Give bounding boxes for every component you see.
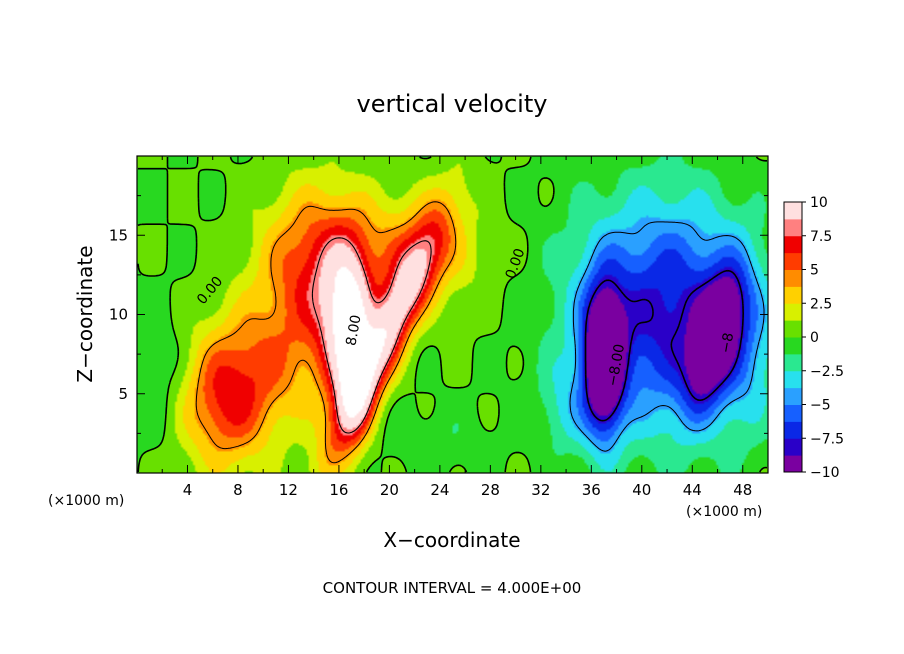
colorbar-swatch xyxy=(784,320,802,338)
contour-plus-8 xyxy=(311,237,432,434)
colorbar-swatch xyxy=(784,404,802,422)
colorbar-tick-label: −10 xyxy=(810,465,840,481)
contour-minus-8 xyxy=(584,269,744,422)
colorbar-swatch xyxy=(784,353,802,372)
colorbar-tick-label: 10 xyxy=(810,195,828,211)
chart-title: vertical velocity xyxy=(357,90,548,118)
contour-interval-footer: CONTOUR INTERVAL = 4.000E+00 xyxy=(323,579,582,597)
colorbar-tick-label: 2.5 xyxy=(810,296,832,312)
colorbar-swatch xyxy=(784,286,802,304)
colorbar-swatch xyxy=(784,269,802,287)
colorbar-swatch xyxy=(784,438,802,456)
colorbar-tick-label: −7.5 xyxy=(810,431,844,447)
y-axis-label: Z−coordinate xyxy=(73,245,97,382)
colorbar-swatch xyxy=(784,218,802,237)
contour-lines xyxy=(137,156,768,473)
x-tick-label: 32 xyxy=(531,481,550,499)
contour-plus-4 xyxy=(195,201,457,464)
x-tick-label: 44 xyxy=(683,481,702,499)
x-tick-label: 16 xyxy=(329,481,348,499)
x-tick-label: 12 xyxy=(279,481,298,499)
colorbar-swatch xyxy=(784,252,802,270)
x-tick-label: 24 xyxy=(430,481,449,499)
colorbar-swatch xyxy=(784,337,802,355)
heatmap-field xyxy=(137,156,768,473)
y-tick-label: 15 xyxy=(109,226,128,244)
y-tick-label: 5 xyxy=(118,385,128,403)
x-unit-right: (×1000 m) xyxy=(686,504,762,520)
contour-label: 8.00 xyxy=(343,314,364,347)
colorbar-tick-label: −2.5 xyxy=(810,364,844,380)
x-tick-label: 8 xyxy=(233,481,243,499)
x-axis-label: X−coordinate xyxy=(383,528,520,552)
contour-label: −8 xyxy=(718,331,737,354)
colorbar-tick-label: 0 xyxy=(810,330,819,346)
colorbar: 10 7.5 5 2.5 0 −2.5 −5 −7.5 −10 xyxy=(783,195,844,481)
colorbar-swatch xyxy=(784,235,802,254)
x-unit-left: (×1000 m) xyxy=(48,493,124,509)
y-axis-ticks: 5 10 15 xyxy=(109,195,768,434)
contour-label: −8.00 xyxy=(605,343,628,388)
colorbar-swatch xyxy=(784,303,802,321)
heatmap-image xyxy=(137,156,768,473)
x-tick-label: 4 xyxy=(183,481,193,499)
colorbar-swatch xyxy=(784,370,802,389)
colorbar-tick-label: 7.5 xyxy=(810,229,832,245)
colorbar-swatch xyxy=(784,455,802,473)
x-tick-label: 36 xyxy=(582,481,601,499)
colorbar-swatch xyxy=(784,202,802,220)
colorbar-tick-label: −5 xyxy=(810,398,831,414)
contour-zero xyxy=(137,156,768,473)
x-tick-label: 20 xyxy=(380,481,399,499)
x-tick-label: 28 xyxy=(481,481,500,499)
colorbar-tick-label: 5 xyxy=(810,263,819,279)
colorbar-swatch xyxy=(784,421,802,439)
x-tick-label: 40 xyxy=(632,481,651,499)
colorbar-swatch xyxy=(784,387,802,405)
x-axis-ticks: 4 8 12 16 20 24 28 32 36 40 44 48 xyxy=(161,156,752,499)
x-tick-label: 48 xyxy=(733,481,752,499)
contour-minus-4 xyxy=(569,221,765,452)
y-tick-label: 10 xyxy=(109,306,128,324)
